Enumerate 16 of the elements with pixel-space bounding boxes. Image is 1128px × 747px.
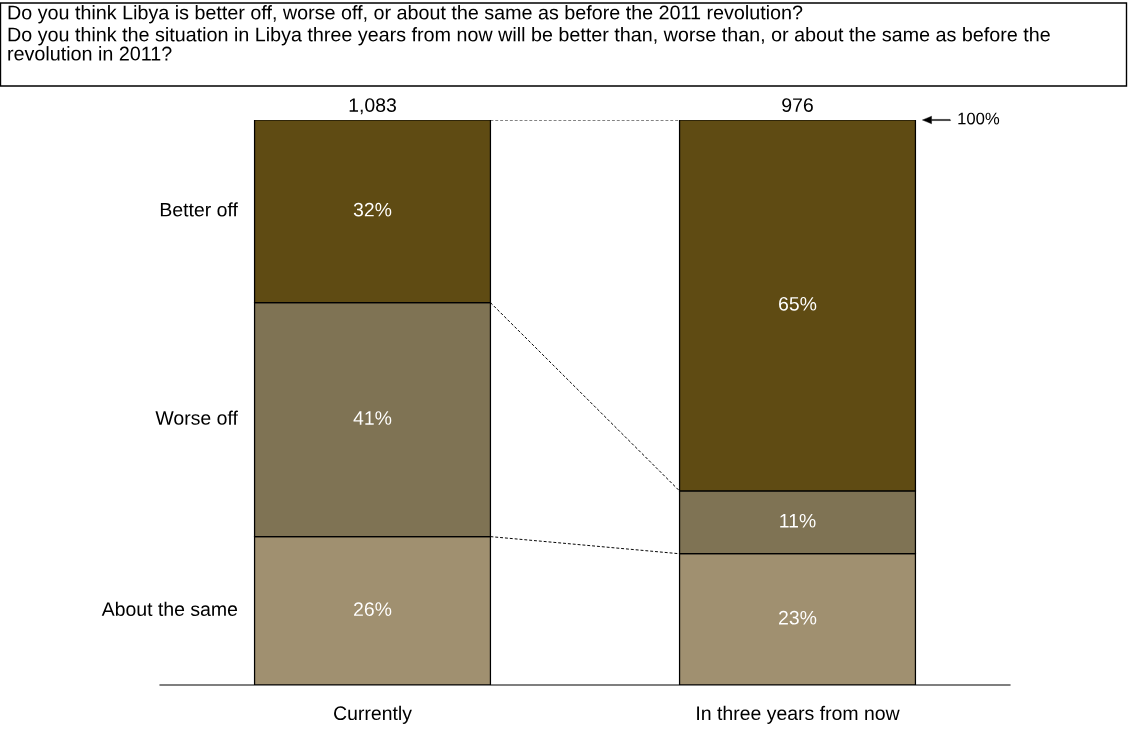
annotation: 100% (958, 112, 1000, 125)
series-label: Better off (160, 202, 238, 217)
data-label: 41% (353, 411, 392, 425)
data-label: 65% (779, 296, 817, 311)
series-label: Worse off (155, 410, 238, 425)
data-label: 11% (780, 513, 816, 528)
x-tick-label: In three years from now (697, 705, 900, 724)
data-label: 32% (353, 202, 392, 217)
data-label: 23% (779, 610, 817, 625)
data-label: 26% (354, 602, 392, 617)
annotation: 976 (782, 98, 813, 112)
series-label: About the same (101, 601, 238, 617)
annotation: 1,083 (349, 98, 396, 115)
x-tick-label: Currently (334, 705, 412, 724)
chart-subtitle: Do you think the situation in Libya three years from now will be better than, worse than, or about the same as before the revolution in 2011? (8, 27, 1050, 61)
chart-title: Do you think Libya is better off, worse off, or about the same as before the 2011 revolution? (8, 5, 803, 24)
